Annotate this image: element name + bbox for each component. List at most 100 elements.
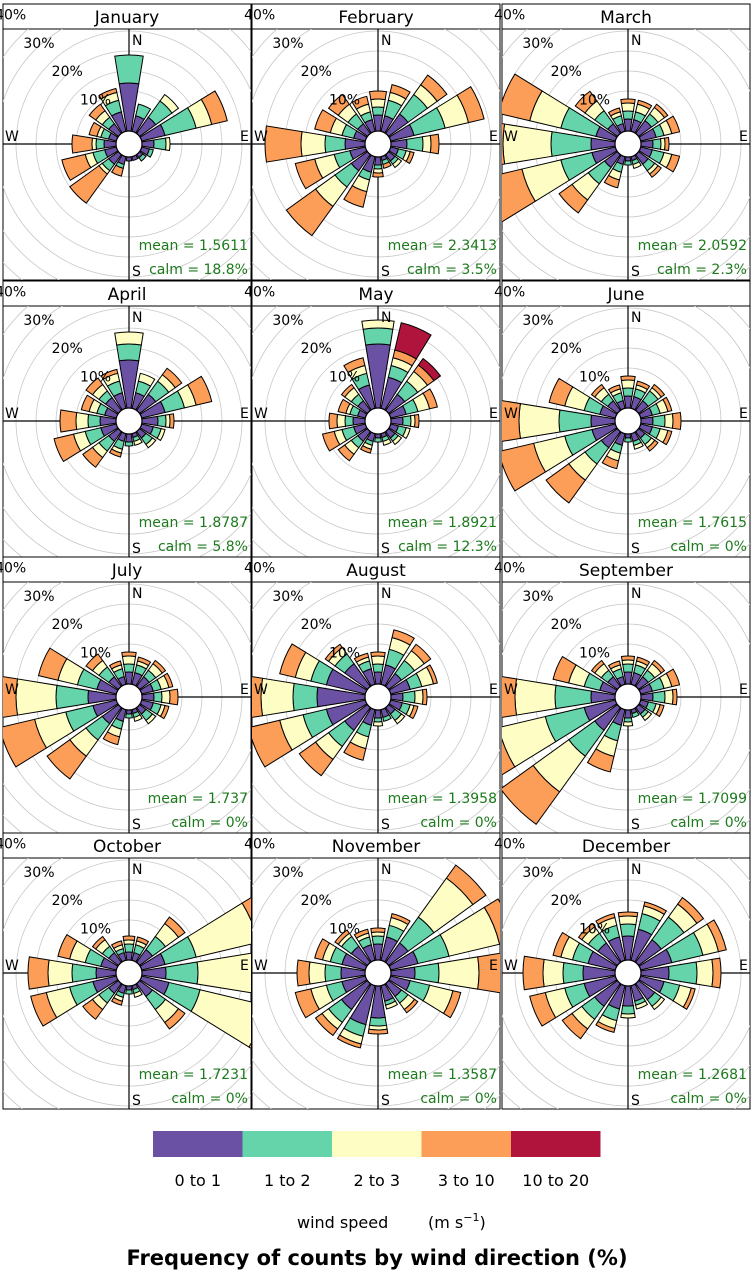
wedge-segment bbox=[145, 437, 157, 449]
wedge-segment bbox=[168, 413, 175, 429]
direction-label-e: E bbox=[489, 129, 498, 145]
panel-title: March bbox=[600, 8, 652, 28]
wedge-segment bbox=[351, 95, 370, 110]
mean-value: mean = 1.8921 bbox=[388, 515, 497, 531]
wedge-segment bbox=[337, 398, 351, 415]
wedge-segment bbox=[367, 1028, 389, 1035]
wedge-segment bbox=[264, 125, 303, 163]
direction-label-w: W bbox=[5, 958, 19, 974]
wedge-segment bbox=[622, 387, 634, 397]
wedge-segment bbox=[294, 158, 324, 190]
wedge-segment bbox=[633, 441, 644, 450]
wedge-segment bbox=[168, 688, 179, 706]
wedge-segment bbox=[483, 898, 500, 945]
wedge-segment bbox=[88, 121, 102, 138]
wedge-segment bbox=[371, 935, 385, 945]
wedge-segment bbox=[635, 656, 651, 667]
mean-value: mean = 1.7231 bbox=[139, 1067, 248, 1083]
wedge-segment bbox=[502, 737, 516, 776]
wedge-segment bbox=[417, 357, 442, 382]
direction-label-n: N bbox=[381, 862, 391, 878]
wedge-segment bbox=[133, 438, 143, 446]
wedge-segment bbox=[123, 943, 135, 953]
wedge-segment bbox=[655, 703, 665, 718]
legend-label: 2 to 3 bbox=[353, 1171, 400, 1190]
wedge-segment bbox=[663, 136, 670, 152]
ring-label: 10% bbox=[329, 646, 360, 662]
wedge-segment bbox=[545, 463, 586, 504]
legend-label: 10 to 20 bbox=[522, 1171, 589, 1190]
wedge-segment bbox=[368, 90, 388, 101]
wedge-segment bbox=[91, 935, 106, 950]
wedge-segment bbox=[114, 54, 144, 85]
wedge-segment bbox=[607, 384, 622, 394]
direction-label-n: N bbox=[631, 586, 641, 602]
ring-label: 10% bbox=[579, 93, 610, 109]
ring-label: 40% bbox=[494, 285, 525, 301]
direction-label-s: S bbox=[631, 1093, 640, 1109]
direction-label-e: E bbox=[489, 682, 498, 698]
direction-label-w: W bbox=[254, 682, 268, 698]
wedge-segment bbox=[408, 704, 419, 720]
wedge-segment bbox=[413, 962, 440, 984]
wedge-segment bbox=[69, 164, 109, 204]
legend-swatch bbox=[242, 1131, 332, 1157]
wedge-segment bbox=[382, 161, 392, 169]
wedge-segment bbox=[196, 952, 251, 994]
wedge-segment bbox=[314, 938, 331, 961]
wedge-segment bbox=[248, 1042, 251, 1049]
panel-title: June bbox=[606, 285, 644, 305]
wedge-segment bbox=[298, 741, 334, 777]
calm-value: calm = 2.3% bbox=[657, 262, 747, 278]
wedge-segment bbox=[71, 134, 94, 154]
mean-value: mean = 2.0592 bbox=[638, 238, 747, 254]
ring-label: 40% bbox=[0, 561, 26, 577]
wedge-segment bbox=[135, 936, 150, 946]
wedge-segment bbox=[634, 1000, 649, 1010]
wedge-segment bbox=[82, 446, 104, 468]
panel-title: February bbox=[338, 8, 413, 28]
wedge-segment bbox=[374, 437, 382, 443]
wedge-segment bbox=[631, 710, 640, 719]
calm-value: calm = 0% bbox=[420, 815, 497, 831]
ring-label: 10% bbox=[579, 922, 610, 938]
wedge-segment bbox=[518, 402, 561, 440]
direction-label-s: S bbox=[381, 1093, 390, 1109]
panel-plot bbox=[252, 582, 500, 833]
wedge-segment bbox=[624, 709, 632, 719]
ring-label: 20% bbox=[551, 617, 582, 633]
direction-label-n: N bbox=[631, 862, 641, 878]
ring-label: 20% bbox=[301, 617, 332, 633]
wedge-segment bbox=[279, 643, 307, 679]
wedge-segment bbox=[502, 764, 561, 826]
wedge-segment bbox=[164, 136, 171, 152]
wedge-segment bbox=[103, 139, 117, 149]
wedge-segment bbox=[82, 998, 104, 1020]
direction-label-e: E bbox=[489, 406, 498, 422]
wedge-segment bbox=[122, 935, 136, 941]
panel-plot bbox=[502, 306, 750, 557]
wedge-segment bbox=[161, 367, 183, 389]
wedge-segment bbox=[136, 656, 152, 667]
direction-label-s: S bbox=[381, 541, 390, 557]
wedge-segment bbox=[300, 131, 327, 157]
ring-label: 40% bbox=[244, 837, 275, 853]
wedge-segment bbox=[159, 704, 170, 720]
wedge-segment bbox=[620, 655, 636, 662]
wedge-segment bbox=[548, 377, 574, 407]
wedge-segment bbox=[384, 1000, 399, 1010]
wedge-segment bbox=[617, 911, 639, 918]
wedge-segment bbox=[314, 109, 337, 134]
legend-swatch bbox=[511, 1131, 601, 1157]
wedge-segment bbox=[620, 98, 636, 105]
wedge-segment bbox=[391, 157, 403, 169]
mean-value: mean = 1.7615 bbox=[638, 515, 747, 531]
wedge-segment bbox=[607, 660, 622, 670]
wedge-segment bbox=[456, 86, 485, 124]
wedge-segment bbox=[389, 84, 411, 100]
legend-unit-base: (m s bbox=[428, 1213, 463, 1232]
direction-label-e: E bbox=[489, 958, 498, 974]
wedge-segment bbox=[336, 1034, 362, 1049]
